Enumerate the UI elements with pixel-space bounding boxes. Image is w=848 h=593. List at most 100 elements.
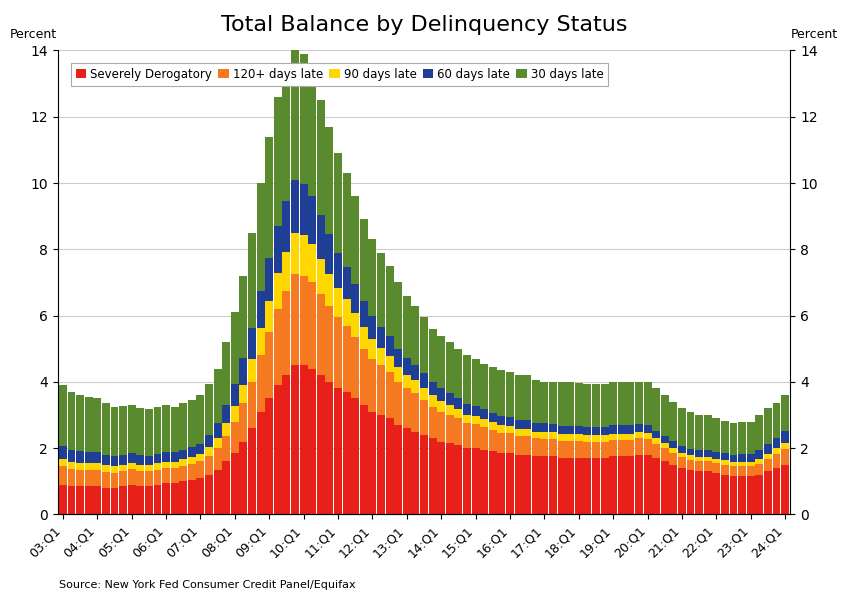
Bar	[446, 393, 454, 405]
Bar	[652, 444, 660, 458]
Bar	[773, 454, 780, 468]
Bar	[635, 382, 643, 424]
Bar	[558, 441, 566, 458]
Bar	[773, 438, 780, 448]
Bar	[566, 426, 574, 434]
Bar	[583, 442, 591, 458]
Bar	[523, 455, 531, 514]
Bar	[721, 454, 729, 460]
Bar	[498, 453, 505, 514]
Bar	[368, 240, 377, 316]
Bar	[222, 342, 230, 405]
Bar	[102, 455, 110, 466]
Bar	[326, 382, 333, 514]
Bar	[257, 355, 265, 412]
Bar	[59, 385, 67, 447]
Bar	[721, 474, 729, 514]
Bar	[669, 465, 678, 514]
Bar	[523, 420, 531, 429]
Bar	[386, 266, 393, 336]
Bar	[326, 305, 333, 382]
Bar	[179, 450, 187, 460]
Bar	[695, 471, 703, 514]
Bar	[85, 486, 92, 514]
Bar	[738, 466, 746, 476]
Bar	[687, 460, 695, 470]
Bar	[523, 429, 531, 436]
Bar	[583, 384, 591, 427]
Bar	[179, 482, 187, 514]
Bar	[695, 457, 703, 461]
Bar	[532, 432, 539, 438]
Bar	[678, 447, 686, 453]
Bar	[738, 454, 746, 462]
Bar	[540, 423, 549, 432]
Bar	[257, 412, 265, 514]
Bar	[317, 294, 325, 375]
Bar	[239, 358, 248, 385]
Bar	[68, 462, 75, 469]
Bar	[188, 457, 196, 464]
Bar	[480, 428, 488, 450]
Bar	[627, 433, 634, 440]
Bar	[222, 405, 230, 423]
Bar	[231, 453, 239, 514]
Bar	[368, 339, 377, 359]
Bar	[455, 349, 462, 398]
Bar	[558, 426, 566, 434]
Text: Source: New York Fed Consumer Credit Panel/Equifax: Source: New York Fed Consumer Credit Pan…	[59, 580, 356, 590]
Bar	[119, 486, 127, 514]
Bar	[523, 436, 531, 455]
Bar	[463, 423, 471, 448]
Bar	[257, 291, 265, 328]
Bar	[386, 356, 393, 372]
Bar	[214, 369, 221, 423]
Bar	[644, 382, 651, 425]
Bar	[137, 455, 144, 465]
Bar	[76, 463, 84, 470]
Bar	[678, 457, 686, 468]
Bar	[282, 291, 290, 375]
Bar	[59, 484, 67, 514]
Bar	[575, 383, 583, 426]
Bar	[428, 329, 437, 382]
Bar	[222, 423, 230, 435]
Bar	[85, 452, 92, 463]
Bar	[488, 430, 497, 451]
Bar	[68, 392, 75, 450]
Bar	[575, 441, 583, 458]
Bar	[179, 460, 187, 466]
Bar	[471, 424, 480, 448]
Bar	[635, 424, 643, 432]
Bar	[661, 461, 669, 514]
Bar	[248, 428, 256, 514]
Bar	[248, 328, 256, 359]
Bar	[652, 431, 660, 438]
Bar	[110, 488, 119, 514]
Bar	[343, 326, 350, 392]
Bar	[420, 388, 428, 400]
Bar	[600, 384, 609, 427]
Bar	[214, 470, 221, 514]
Bar	[428, 396, 437, 407]
Bar	[704, 471, 711, 514]
Bar	[583, 435, 591, 442]
Bar	[549, 457, 557, 514]
Bar	[76, 395, 84, 451]
Bar	[197, 395, 204, 444]
Bar	[153, 407, 161, 454]
Bar	[721, 460, 729, 465]
Bar	[600, 458, 609, 514]
Bar	[471, 359, 480, 406]
Bar	[205, 384, 213, 435]
Bar	[695, 451, 703, 457]
Bar	[93, 463, 101, 470]
Bar	[188, 447, 196, 457]
Bar	[764, 459, 772, 471]
Bar	[197, 444, 204, 454]
Bar	[506, 417, 514, 426]
Bar	[110, 457, 119, 466]
Bar	[420, 373, 428, 388]
Bar	[558, 382, 566, 426]
Bar	[609, 457, 617, 514]
